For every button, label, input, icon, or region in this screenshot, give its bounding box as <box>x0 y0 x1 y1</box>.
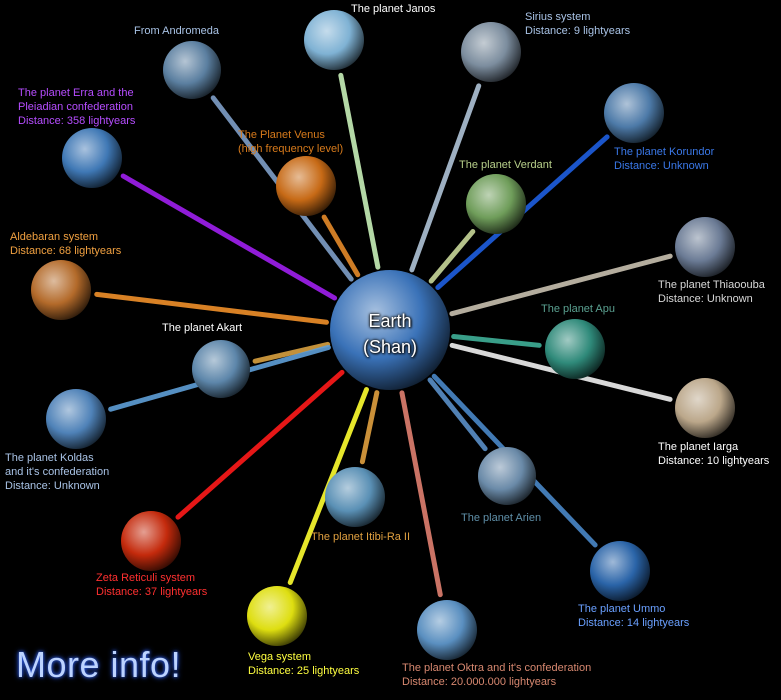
label-line: Sirius system <box>525 11 591 23</box>
label-iarga: The planet Iarga Distance: 10 lightyears <box>658 440 769 468</box>
label-line: Distance: Unknown <box>614 160 709 172</box>
label-ummo: The planet Ummo Distance: 14 lightyears <box>578 602 689 630</box>
label-line: Distance: 10 lightyears <box>658 455 770 467</box>
label-line: The planet Ummo <box>578 603 666 615</box>
label-line: The planet Apu <box>541 303 616 315</box>
planet-thiaoouba[interactable] <box>675 217 735 277</box>
label-apu: The planet Apu <box>541 302 615 316</box>
label-line: The planet Oktra and it's confederation <box>402 662 592 674</box>
planet-korundor[interactable] <box>604 83 664 143</box>
beam-erra <box>120 173 338 301</box>
planet-ummo[interactable] <box>590 541 650 601</box>
label-verdant: The planet Verdant <box>459 158 552 172</box>
beam-sirius <box>409 83 482 273</box>
earth-sphere <box>330 270 450 390</box>
label-line: Distance: Unknown <box>5 480 100 492</box>
label-vega: Vega system Distance: 25 lightyears <box>248 650 359 678</box>
label-line: Vega system <box>248 651 311 663</box>
planet-zeta-reticuli[interactable] <box>121 511 181 571</box>
beam-janos <box>338 72 381 270</box>
label-koldas: The planet Koldas and it's confederation D… <box>5 451 109 493</box>
planet-iarga[interactable] <box>675 378 735 438</box>
label-akart: The planet Akart <box>162 321 242 335</box>
label-korundor: The planet Korundor Distance: Unknown <box>614 145 714 173</box>
planet-sirius[interactable] <box>461 22 521 82</box>
label-line: Distance: 14 lightyears <box>578 617 690 629</box>
label-line: Distance: 9 lightyears <box>525 25 631 37</box>
planet-koldas[interactable] <box>46 389 106 449</box>
beam-apu <box>451 334 542 348</box>
label-andromeda: From Andromeda <box>134 24 219 38</box>
label-oktra: The planet Oktra and it's confederation D… <box>402 661 591 689</box>
beam-thiaoouba <box>449 253 673 317</box>
label-line: Aldebaran system <box>10 231 99 243</box>
label-line: and it's confederation <box>5 466 110 478</box>
label-line: The Planet Venus <box>238 129 325 141</box>
hub-layer <box>330 270 450 390</box>
beam-verdant <box>428 229 476 284</box>
label-line: Zeta Reticuli system <box>96 572 196 584</box>
label-line: Distance: 68 lightyears <box>10 245 122 257</box>
label-line: Distance: 358 lightyears <box>18 115 136 127</box>
label-thiaoouba: The planet Thiaoouba Distance: Unknown <box>658 278 765 306</box>
label-line: The planet Verdant <box>459 159 552 171</box>
label-venus: The Planet Venus (high frequency level) <box>238 128 343 156</box>
label-line: Distance: 20.000.000 lightyears <box>402 676 557 688</box>
label-aldebaran: Aldebaran system Distance: 68 lightyears <box>10 230 121 258</box>
label-janos: The planet Janos <box>351 2 435 16</box>
label-line: (high frequency level) <box>238 143 344 155</box>
label-line: The planet Arien <box>461 512 542 524</box>
planet-verdant[interactable] <box>466 174 526 234</box>
planet-vega[interactable] <box>247 586 307 646</box>
earth-label-line: (Shan) <box>362 337 418 357</box>
label-line: The planet Janos <box>351 3 436 15</box>
more-info-link[interactable]: More info! <box>16 644 182 685</box>
label-line: The planet Korundor <box>614 146 715 158</box>
label-line: Distance: 25 lightyears <box>248 665 360 677</box>
beam-oktra <box>399 390 443 598</box>
planet-venus[interactable] <box>276 156 336 216</box>
label-line: Distance: Unknown <box>658 293 753 305</box>
planet-erra[interactable] <box>62 128 122 188</box>
label-sirius: Sirius system Distance: 9 lightyears <box>525 10 630 38</box>
label-erra: The planet Erra and the Pleiadian confede… <box>18 86 135 128</box>
beam-aldebaran <box>94 291 329 325</box>
label-line: The planet Itibi-Ra II <box>311 531 411 543</box>
beam-venus <box>321 214 361 278</box>
beam-zeta-reticuli <box>175 369 345 520</box>
planet-itibi-ra[interactable] <box>325 467 385 527</box>
planet-aldebaran[interactable] <box>31 260 91 320</box>
label-line: The planet Erra and the <box>18 87 134 99</box>
planet-arien[interactable] <box>478 447 536 505</box>
label-line: The planet Akart <box>162 322 243 334</box>
label-line: The planet Thiaoouba <box>658 279 765 291</box>
beam-akart <box>252 341 331 364</box>
label-itibi-ra: The planet Itibi-Ra II <box>311 530 410 544</box>
beam-arien <box>427 377 488 452</box>
label-line: The planet Iarga <box>658 441 739 453</box>
earth-label: Earth (Shan) <box>330 308 450 360</box>
earth-label-line: Earth <box>368 311 412 331</box>
planet-andromeda[interactable] <box>163 41 221 99</box>
beam-itibi-ra <box>359 390 380 465</box>
label-line: The planet Koldas <box>5 452 94 464</box>
planet-oktra[interactable] <box>417 600 477 660</box>
label-line: Pleiadian confederation <box>18 101 133 113</box>
planet-apu[interactable] <box>545 319 605 379</box>
label-zeta-reticuli: Zeta Reticuli system Distance: 37 lightye… <box>96 571 207 599</box>
label-line: From Andromeda <box>134 25 219 37</box>
planet-janos[interactable] <box>304 10 364 70</box>
planet-layer <box>31 10 735 660</box>
label-arien: The planet Arien <box>461 511 541 525</box>
label-line: Distance: 37 lightyears <box>96 586 208 598</box>
planet-akart[interactable] <box>192 340 250 398</box>
